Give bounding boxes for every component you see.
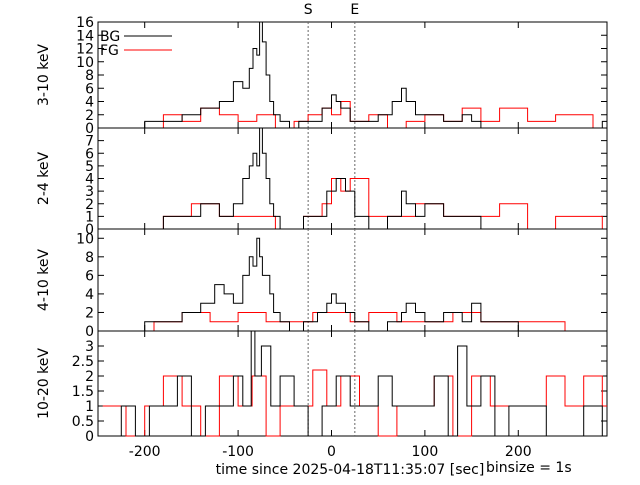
y-tick-label: 14: [76, 28, 94, 44]
legend-label-bg: BG: [100, 29, 120, 45]
y-tick-label: 7: [85, 134, 94, 150]
y-tick-label: 6: [85, 268, 94, 284]
x-tick-label: -100: [222, 444, 254, 460]
panel-3: 0 2 4 6 8 10 4-10 keV: [36, 228, 608, 340]
y-axis-label: 4-10 keV: [36, 249, 52, 311]
series-line-bg: [116, 21, 607, 129]
y-axis-label: 3-10 keV: [36, 44, 52, 106]
y-tick-label: 0.5: [72, 414, 94, 430]
panel-frame: [97, 21, 608, 129]
panel-frame: [97, 330, 608, 437]
y-tick-label: 2: [85, 305, 94, 321]
y-tick-label: 8: [85, 250, 94, 266]
y-tick-label: 10: [76, 55, 94, 71]
legend-label-fg: FG: [100, 43, 119, 59]
y-tick-label: 0: [85, 121, 94, 137]
y-axis-label: 2-4 keV: [36, 152, 52, 206]
y-tick-label: 12: [76, 42, 94, 58]
y-tick-label: 2: [85, 108, 94, 124]
y-tick-label: 1: [85, 209, 94, 225]
series-line-bg: [102, 330, 607, 437]
marker-label-E: E: [350, 2, 359, 18]
x-tick-label: 0: [327, 444, 336, 460]
y-tick-label: 0: [85, 222, 94, 238]
y-tick-label: 1: [85, 399, 94, 415]
y-tick-label: 2: [85, 197, 94, 213]
y-tick-label: 3: [85, 184, 94, 200]
binsize-label: binsize = 1s: [486, 460, 572, 476]
x-tick-label: -200: [129, 444, 161, 460]
y-tick-label: 4: [85, 95, 94, 111]
y-tick-label: 6: [85, 81, 94, 97]
y-tick-label: 6: [85, 146, 94, 162]
marker-label-S: S: [304, 2, 313, 18]
y-tick-label: 4: [85, 287, 94, 303]
y-axis-label: 10-20 keV: [36, 348, 52, 419]
panel-frame: [97, 228, 608, 332]
y-tick-label: 16: [76, 15, 94, 31]
x-tick-label: 200: [505, 444, 532, 460]
panel-4: 00.511.522.53 10-20 keV: [36, 330, 608, 445]
x-axis-label: time since 2025-04-18T11:35:07 [sec]: [216, 462, 485, 478]
y-tick-label: 0: [85, 324, 94, 340]
y-tick-label: 4: [85, 172, 94, 188]
y-tick-label: 10: [76, 231, 94, 247]
y-tick-label: 0: [85, 429, 94, 445]
y-tick-label: 3: [85, 339, 94, 355]
y-tick-label: 2: [85, 369, 94, 385]
x-tick-label: 100: [412, 444, 439, 460]
y-tick-label: 5: [85, 159, 94, 175]
series-line-fg: [116, 178, 607, 230]
series-line-bg: [116, 237, 607, 332]
y-tick-label: 8: [85, 68, 94, 84]
y-tick-label: 2.5: [72, 354, 94, 370]
series-line-fg: [116, 101, 607, 129]
y-tick-label: 1.5: [72, 384, 94, 400]
